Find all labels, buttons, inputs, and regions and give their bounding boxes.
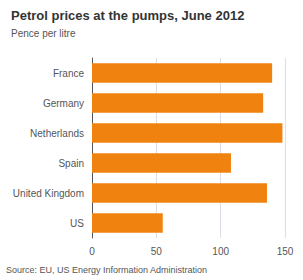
svg-text:United Kingdom: United Kingdom: [13, 188, 84, 199]
svg-text:US: US: [70, 218, 84, 229]
svg-text:Source: EU, US Energy Informat: Source: EU, US Energy Information Admini…: [6, 265, 207, 275]
svg-text:Germany: Germany: [43, 98, 84, 109]
svg-text:50: 50: [151, 246, 163, 257]
svg-text:France: France: [53, 68, 85, 79]
svg-text:150: 150: [277, 246, 294, 257]
svg-text:Netherlands: Netherlands: [30, 128, 84, 139]
svg-text:Pence per litre: Pence per litre: [11, 28, 76, 39]
svg-text:0: 0: [89, 246, 95, 257]
svg-text:Petrol prices at the pumps, Ju: Petrol prices at the pumps, June 2012: [11, 8, 244, 23]
svg-text:Spain: Spain: [58, 158, 84, 169]
svg-text:100: 100: [212, 246, 229, 257]
